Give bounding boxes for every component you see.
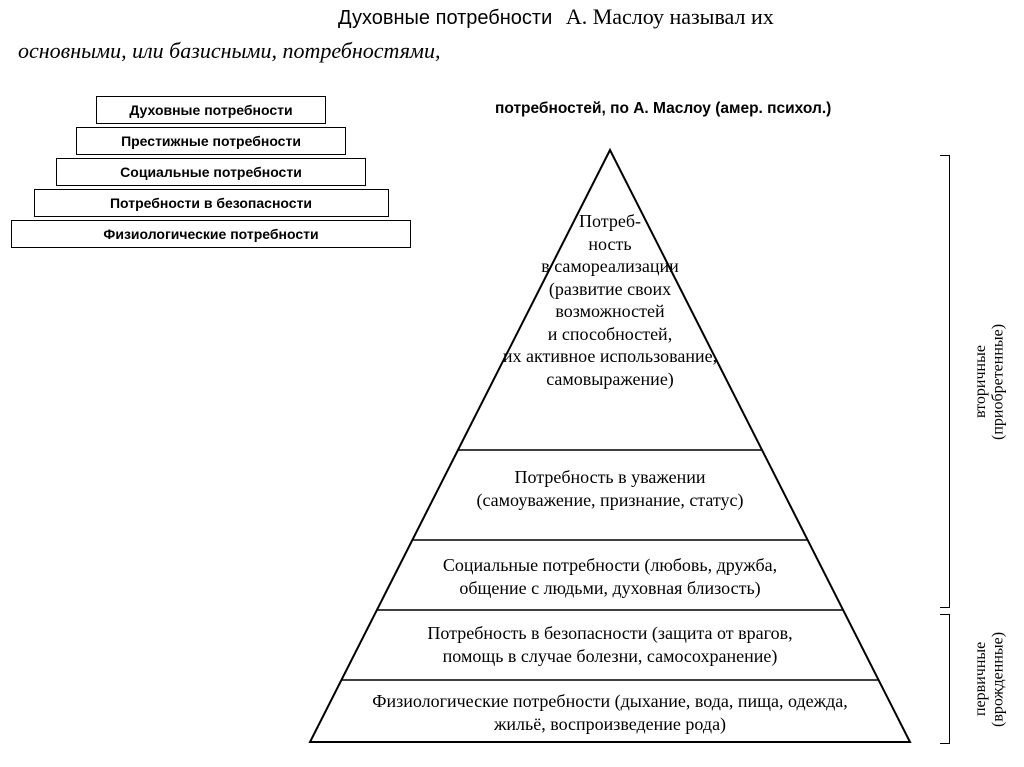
label-primary: первичные(врожденные)	[972, 614, 1007, 744]
header-line-2: основными, или базисными, потребностями,	[18, 38, 1006, 64]
figure-caption: потребностей, по А. Маслоу (амер. психол…	[495, 100, 831, 118]
header-line-1: Духовные потребности А. Маслоу называл и…	[18, 4, 1006, 30]
bracket-primary	[940, 614, 950, 744]
maslow-triangle: Потреб-ностьв самореализации(развитие св…	[290, 140, 930, 760]
triangle-level-3: Потребность в безопасности (защита от вр…	[290, 622, 930, 667]
bracket-secondary	[940, 155, 950, 608]
triangle-level-1: Потребность в уважении(самоуважение, при…	[290, 466, 930, 511]
label-secondary: вторичные(приобретенные)	[972, 155, 1007, 608]
triangle-level-0: Потреб-ностьв самореализации(развитие св…	[290, 210, 930, 390]
triangle-level-4: Физиологические потребности (дыхание, во…	[290, 690, 930, 735]
header: Духовные потребности А. Маслоу называл и…	[0, 4, 1024, 64]
header-t2: А. Маслоу называл их	[558, 4, 774, 29]
left-row-0: Духовные потребности	[96, 96, 326, 124]
header-t1: Духовные потребности	[338, 7, 552, 29]
triangle-level-2: Социальные потребности (любовь, дружба,о…	[290, 554, 930, 599]
